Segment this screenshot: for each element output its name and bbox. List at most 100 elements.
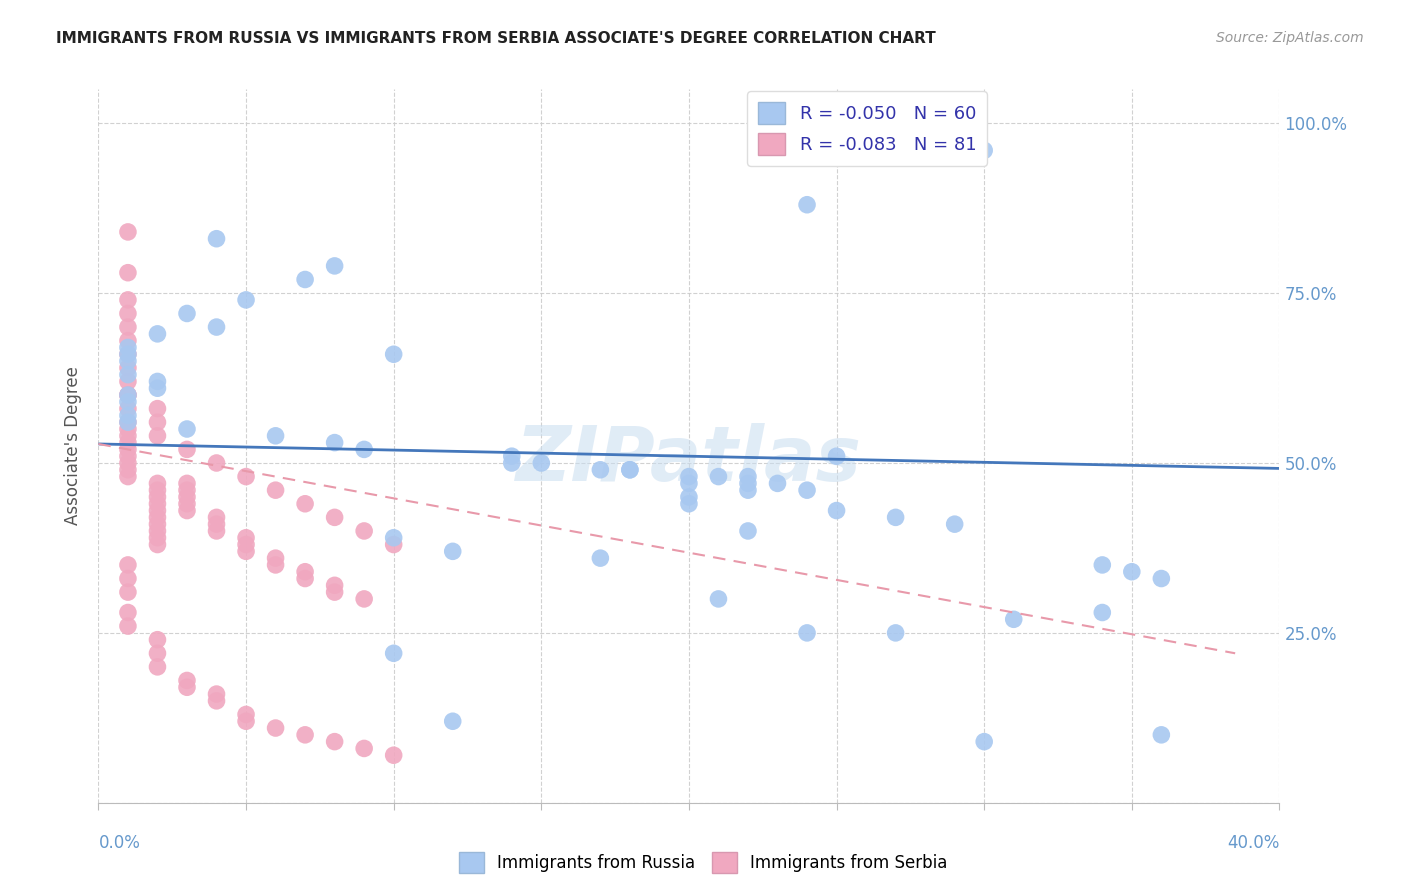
Point (205, 524, 228, 538)
Point (205, 694, 228, 708)
Point (117, 606, 139, 620)
Point (117, 293, 139, 307)
Legend: R = -0.050   N = 60, R = -0.083   N = 81: R = -0.050 N = 60, R = -0.083 N = 81 (747, 91, 987, 166)
Point (737, 476, 759, 491)
Point (117, 360, 139, 375)
Point (117, 225, 139, 239)
Point (146, 429, 169, 443)
Text: Source: ZipAtlas.com: Source: ZipAtlas.com (1216, 31, 1364, 45)
Point (176, 497, 198, 511)
Point (264, 721, 287, 735)
Point (117, 334, 139, 348)
Point (117, 469, 139, 483)
Point (737, 483, 759, 498)
Point (1091, 558, 1114, 572)
Point (678, 497, 700, 511)
Point (737, 469, 759, 483)
Point (117, 558, 139, 572)
Point (825, 503, 848, 517)
Point (1091, 606, 1114, 620)
Point (176, 306, 198, 320)
Point (707, 469, 730, 483)
Point (235, 293, 257, 307)
Point (146, 517, 169, 532)
Legend: Immigrants from Russia, Immigrants from Serbia: Immigrants from Russia, Immigrants from … (451, 846, 955, 880)
Point (117, 409, 139, 423)
Point (323, 585, 346, 599)
Point (117, 435, 139, 450)
Point (619, 463, 641, 477)
Point (117, 429, 139, 443)
Point (117, 347, 139, 361)
Point (117, 354, 139, 368)
Point (294, 728, 316, 742)
Point (323, 259, 346, 273)
Point (235, 469, 257, 483)
Text: 40.0%: 40.0% (1227, 834, 1279, 852)
Point (117, 375, 139, 389)
Point (146, 524, 169, 538)
Point (117, 572, 139, 586)
Point (146, 497, 169, 511)
Point (264, 483, 287, 498)
Point (766, 476, 789, 491)
Point (146, 503, 169, 517)
Point (235, 544, 257, 558)
Point (117, 341, 139, 355)
Point (973, 734, 995, 748)
Point (235, 707, 257, 722)
Point (1150, 572, 1173, 586)
Point (176, 476, 198, 491)
Point (264, 558, 287, 572)
Y-axis label: Associate's Degree: Associate's Degree (65, 367, 83, 525)
Point (146, 375, 169, 389)
Point (146, 632, 169, 647)
Point (176, 490, 198, 504)
Point (589, 551, 612, 566)
Point (619, 463, 641, 477)
Point (678, 490, 700, 504)
Point (707, 591, 730, 606)
Point (264, 429, 287, 443)
Point (1150, 728, 1173, 742)
Point (323, 435, 346, 450)
Point (796, 483, 818, 498)
Point (117, 266, 139, 280)
Point (353, 524, 375, 538)
Point (441, 544, 464, 558)
Point (501, 449, 523, 463)
Point (382, 531, 405, 545)
Point (146, 646, 169, 660)
Point (323, 578, 346, 592)
Point (294, 272, 316, 286)
Point (117, 368, 139, 382)
Point (117, 619, 139, 633)
Point (796, 198, 818, 212)
Point (501, 456, 523, 470)
Point (796, 626, 818, 640)
Point (235, 537, 257, 551)
Point (353, 741, 375, 756)
Point (176, 422, 198, 436)
Point (117, 415, 139, 429)
Point (117, 320, 139, 334)
Point (205, 510, 228, 524)
Point (117, 347, 139, 361)
Point (117, 388, 139, 402)
Point (884, 626, 907, 640)
Point (382, 748, 405, 763)
Point (205, 320, 228, 334)
Point (382, 646, 405, 660)
Point (294, 572, 316, 586)
Point (323, 510, 346, 524)
Point (235, 714, 257, 729)
Point (589, 463, 612, 477)
Point (117, 463, 139, 477)
Point (176, 483, 198, 498)
Point (146, 490, 169, 504)
Point (117, 401, 139, 416)
Point (353, 591, 375, 606)
Point (146, 381, 169, 395)
Point (146, 401, 169, 416)
Point (943, 517, 966, 532)
